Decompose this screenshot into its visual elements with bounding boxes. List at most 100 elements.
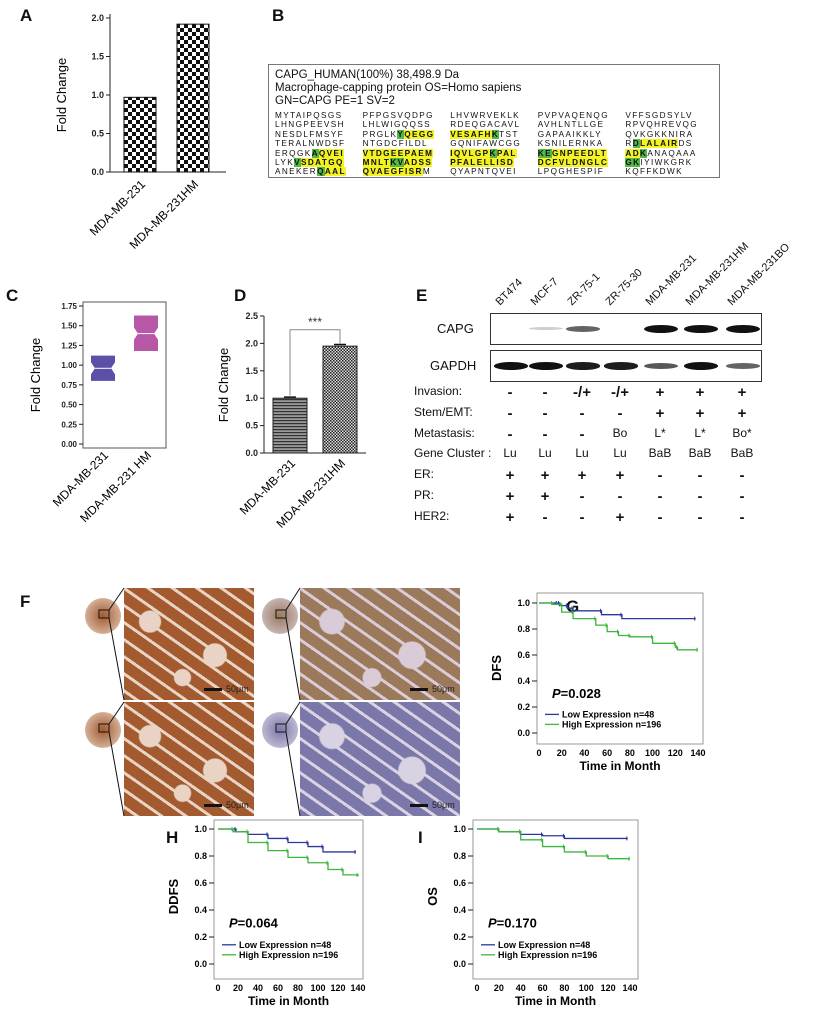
x-tick-label: 60: [273, 983, 283, 993]
residue-text: KQFFKDWK: [625, 167, 683, 177]
survival-curve-low: [539, 602, 696, 620]
modified-residue: K: [640, 148, 648, 158]
scale-bar: [204, 688, 222, 691]
scale-label: 50μm: [432, 800, 455, 810]
table-cell: -: [579, 488, 585, 505]
row-label: PR:: [414, 488, 435, 502]
blot-capg: [490, 313, 762, 345]
x-tick-label: 20: [233, 983, 243, 993]
table-cell: +: [615, 508, 625, 526]
residue-text: PVPVAQENQG: [537, 111, 609, 120]
x-tick-label: 140: [350, 983, 365, 993]
y-tick-label: 0.75: [61, 381, 77, 390]
table-cell: -: [542, 384, 548, 401]
survival-curve-low: [218, 828, 356, 853]
table-cell: Lu: [613, 446, 627, 461]
sequence-group: ERQGKAQVEI: [275, 148, 363, 158]
protein-band: [726, 325, 760, 333]
scale-label: 50μm: [226, 800, 249, 810]
y-axis-label: OS: [425, 887, 440, 906]
x-axis-label: Time in Month: [579, 759, 660, 773]
residue-text: IYIWKGRK: [640, 158, 693, 168]
table-cell: -: [697, 508, 703, 526]
protein-sequence-box: CAPG_HUMAN(100%) 38,498.9 Da Macrophage-…: [268, 64, 720, 178]
sequence-group: PFALELLISD: [450, 158, 538, 168]
y-tick-label: 0.5: [245, 421, 258, 431]
sequence-row: ERQGKAQVEI VTDGEEPAEM IQVLGPKPAL KEGNPEEDLT…: [275, 148, 713, 158]
modified-residue: V: [294, 158, 301, 168]
table-cell: -: [617, 488, 623, 505]
residue-text: LHVWRVEKLK: [450, 111, 521, 120]
residue-text: ANAQAAA: [647, 148, 697, 158]
sequence-group: GQNIFAWCGG: [450, 139, 538, 148]
p-value-number: =0.028: [561, 686, 601, 701]
p-value-number: =0.064: [238, 916, 279, 931]
residue-text: LYK: [275, 158, 295, 168]
y-tick-label: 2.0: [245, 338, 258, 348]
sequence-row: NESDLFMSYF PRGLKYQEGG VESAFHKTST GAPAAIKKLY…: [275, 129, 713, 139]
sequence-row: LYKVSDATGQ MNLTKVADSS PFALELLISD DCFVLDNGLC…: [275, 158, 713, 168]
sequence-group: TERALNWDSF: [275, 139, 363, 148]
matched-peptide: IQVLGP: [450, 148, 490, 158]
protein-band: [684, 362, 718, 370]
modified-residue: Y: [397, 129, 405, 139]
table-cell: L*: [694, 425, 706, 440]
table-cell: -: [657, 488, 663, 505]
p-value: P=0.064: [229, 916, 279, 931]
x-tick-label: 20: [557, 748, 567, 758]
table-cell: +: [540, 488, 550, 505]
ihc-image: [300, 702, 460, 816]
table-cell: Lu: [538, 446, 552, 461]
table-cell: -: [542, 425, 548, 443]
plot-frame: [536, 592, 704, 745]
y-tick-label: 0.25: [61, 420, 77, 429]
significance-label: ***: [308, 315, 322, 329]
row-label: Stem/EMT:: [414, 404, 473, 419]
legend-label: High Expression n=196: [239, 950, 338, 960]
y-axis-label: DDFS: [166, 878, 181, 914]
residue-text: GAPAAIKKLY: [537, 129, 602, 139]
row-label: Invasion:: [414, 384, 463, 398]
x-tick-label: 140: [622, 983, 637, 993]
sequence-header-3: GN=CAPG PE=1 SV=2: [275, 95, 395, 107]
significance-bracket: [289, 329, 341, 396]
table-cell: +: [540, 467, 550, 485]
residue-text: R: [625, 139, 633, 149]
table-cell: BaB: [688, 446, 712, 461]
table-cell: Lu: [575, 446, 589, 461]
y-tick-label: 0.0: [194, 959, 207, 969]
residue-text: M: [422, 167, 432, 177]
y-tick-label: 1.0: [517, 598, 530, 608]
chart-d: 0.00.51.01.52.02.5 ***MDA-MB-231MDA-MB-23…: [216, 311, 366, 531]
x-tick-label: 0: [474, 983, 479, 993]
residue-text: MYTAIPQSGS: [275, 111, 343, 120]
x-axis-label: Time in Month: [248, 994, 329, 1008]
sequence-group: DCFVLDNGLC: [537, 158, 626, 168]
scale-bar: [410, 804, 428, 807]
row-label: ER:: [414, 467, 435, 482]
table-cell: -: [542, 508, 548, 526]
sequence-group: AVHLNTLLGE: [538, 120, 626, 129]
scale-label: 50μm: [432, 684, 455, 694]
matched-peptide: QVEI: [318, 148, 345, 158]
table-cell: +: [655, 384, 665, 401]
y-tick-label: 0.8: [194, 851, 207, 861]
protein-band: [644, 362, 678, 369]
x-tick-label: 100: [310, 983, 325, 993]
protein-band: [566, 362, 600, 370]
sequence-group: VTDGEEPAEM: [362, 148, 451, 158]
y-tick-label: 0.4: [517, 676, 530, 686]
table-cell: +: [737, 404, 747, 422]
residue-text: TERALNWDSF: [275, 139, 346, 149]
sequence-group: KEGNPEEDLT: [537, 148, 626, 158]
x-tick-label: 20: [494, 983, 504, 993]
matched-peptide: QVAEGFISR: [362, 167, 423, 177]
y-tick-label: 0.0: [453, 959, 466, 969]
panel-label-h: H: [166, 828, 179, 847]
table-cell: -: [507, 384, 513, 401]
residue-text: NTGDCFILDL: [362, 139, 428, 149]
sequence-group: PFPGSVQDPG: [363, 111, 451, 120]
y-tick-label: 1.75: [61, 302, 77, 311]
table-cell: -: [739, 488, 745, 505]
